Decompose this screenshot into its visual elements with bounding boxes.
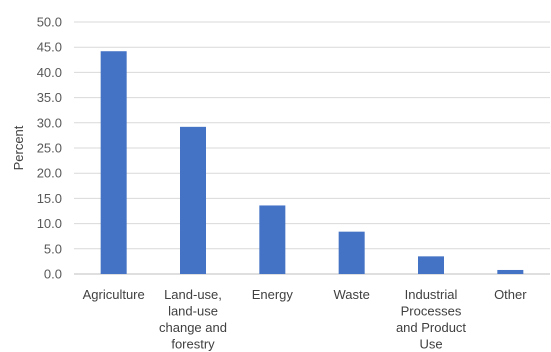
bar-energy — [259, 205, 286, 274]
x-category-line: and Product — [396, 320, 466, 335]
x-category-line: forestry — [171, 337, 215, 352]
x-category-line: Use — [419, 337, 442, 352]
bar-land-use-land-use-change-and-forestry — [180, 126, 206, 274]
x-category-label: Agriculture — [83, 287, 145, 302]
x-category-label: Waste — [333, 287, 369, 302]
x-category-line: Waste — [333, 287, 369, 302]
x-category-line: Energy — [252, 287, 294, 302]
y-tick-label: 40.0 — [37, 65, 62, 80]
bar-industrial-processes-and-product-use — [418, 256, 444, 274]
x-category-label: Land-use, land-use change and forestry — [159, 287, 227, 352]
y-axis-ticks: 0.0 5.0 10.0 15.0 20.0 25.0 30.0 35.0 40.0 45.0 50… — [37, 15, 62, 282]
y-axis-title: Percent — [11, 125, 26, 170]
bars — [100, 51, 524, 275]
x-category-line: Agriculture — [83, 287, 145, 302]
x-category-label: Other — [494, 287, 527, 302]
x-category-label: Industrial Processes and Product Use — [396, 287, 466, 352]
bar-waste — [338, 231, 365, 274]
x-category-line: Processes — [401, 304, 462, 319]
x-category-line: change and — [159, 320, 227, 335]
y-tick-label: 30.0 — [37, 115, 62, 130]
x-category-line: Industrial — [405, 287, 458, 302]
y-tick-label: 10.0 — [37, 216, 62, 231]
x-category-line: Other — [494, 287, 527, 302]
x-category-line: Land-use, — [164, 287, 222, 302]
x-axis-categories: Agriculture Land-use, land-use change and fo… — [83, 287, 528, 352]
bar-other — [497, 269, 524, 274]
y-tick-label: 20.0 — [37, 166, 62, 181]
x-category-line: land-use — [168, 304, 218, 319]
y-tick-label: 0.0 — [44, 267, 62, 282]
y-tick-label: 35.0 — [37, 90, 62, 105]
x-category-label: Energy — [252, 287, 294, 302]
y-tick-label: 50.0 — [37, 15, 62, 30]
y-tick-label: 25.0 — [37, 141, 62, 156]
y-tick-label: 45.0 — [37, 40, 62, 55]
y-tick-label: 5.0 — [44, 241, 62, 256]
gridlines — [74, 21, 550, 275]
y-tick-label: 15.0 — [37, 191, 62, 206]
bar-agriculture — [100, 51, 127, 275]
